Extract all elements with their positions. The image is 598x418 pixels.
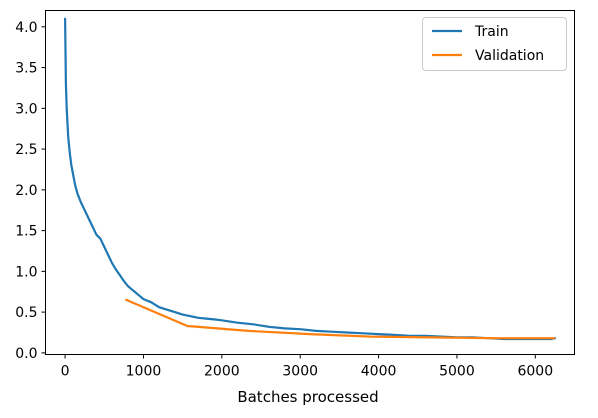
x-tick-label: 4000 (361, 364, 397, 380)
y-ticks: 0.0 0.5 1.0 1.5 2.0 2.5 3.0 3.5 4.0 (15, 20, 46, 362)
x-tick-label: 0 (61, 364, 70, 380)
series-layer (63, 17, 557, 341)
y-tick-label: 1.0 (15, 264, 37, 280)
y-tick-label: 4.0 (15, 20, 37, 36)
y-tick-label: 1.5 (15, 224, 37, 240)
x-tick-label: 6000 (517, 364, 553, 380)
y-tick-label: 3.0 (15, 101, 37, 117)
x-tick-label: 2000 (204, 364, 240, 380)
axes-frame (45, 10, 575, 355)
series-line-train (63, 17, 557, 341)
legend-label-train: Train (474, 24, 509, 40)
y-tick-label: 3.5 (15, 61, 37, 77)
y-tick-label: 0.0 (15, 346, 37, 362)
x-tick-label: 3000 (282, 364, 318, 380)
y-tick-label: 0.5 (15, 305, 37, 321)
y-tick-label: 2.5 (15, 142, 37, 158)
legend-label-validation: Validation (475, 48, 544, 64)
x-axis-label: Batches processed (237, 388, 378, 406)
x-tick-label: 1000 (126, 364, 162, 380)
plot-area: 0 1000 2000 3000 4000 5000 6000 0.0 0.5 1.0 1.5 2.… (15, 10, 575, 380)
x-ticks: 0 1000 2000 3000 4000 5000 6000 (61, 354, 553, 380)
series-line-validation (125, 298, 556, 340)
x-tick-label: 5000 (439, 364, 475, 380)
legend: Train Validation (422, 17, 567, 71)
y-tick-label: 2.0 (15, 183, 37, 199)
